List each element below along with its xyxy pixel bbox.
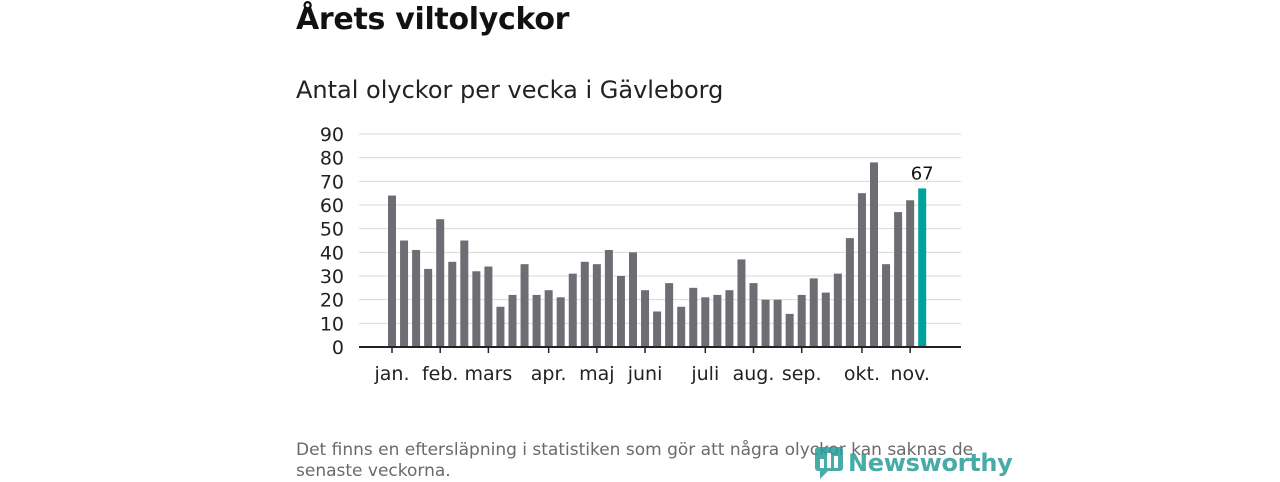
bar	[749, 283, 758, 347]
chart-subtitle: Antal olyckor per vecka i Gävleborg	[296, 76, 724, 104]
bar	[857, 193, 866, 347]
bar	[894, 212, 903, 347]
bar	[882, 264, 891, 347]
bar	[436, 219, 445, 347]
x-tick-label: maj	[579, 363, 614, 385]
x-tick-label: sep.	[782, 363, 822, 385]
bar	[773, 299, 782, 347]
bar	[653, 311, 662, 347]
y-tick-label: 40	[320, 242, 344, 264]
x-tick-label: juli	[690, 363, 719, 385]
y-tick-label: 90	[320, 124, 344, 146]
bar	[460, 240, 469, 347]
x-tick-label: okt.	[844, 363, 880, 385]
footnote: Det finns en eftersläpning i statistiken…	[296, 440, 974, 481]
bar	[641, 290, 650, 347]
bar	[906, 200, 915, 347]
bar	[580, 261, 589, 347]
bar	[713, 294, 722, 347]
y-tick-label: 80	[320, 148, 344, 170]
x-tick-label: jan.	[373, 363, 409, 385]
bar	[556, 297, 565, 347]
bar	[388, 195, 396, 347]
bar	[496, 306, 505, 347]
x-tick-label: apr.	[531, 363, 567, 385]
y-tick-label: 60	[320, 195, 344, 217]
y-tick-label: 10	[320, 313, 344, 335]
y-tick-label: 50	[320, 219, 344, 241]
bar	[809, 278, 818, 347]
bar	[412, 249, 421, 347]
bar	[833, 273, 842, 347]
x-tick-label: feb.	[422, 363, 458, 385]
y-tick-label: 20	[320, 290, 344, 312]
bar	[424, 268, 433, 347]
bar	[616, 276, 625, 347]
bar	[544, 290, 553, 347]
newsworthy-logo[interactable]: Newsworthy	[814, 446, 1013, 480]
bar	[472, 271, 481, 347]
bar	[532, 294, 541, 347]
y-tick-label: 0	[332, 337, 344, 359]
bar	[677, 306, 686, 347]
newsworthy-logo-text: Newsworthy	[848, 449, 1013, 477]
bar	[701, 297, 710, 347]
y-tick-label: 70	[320, 171, 344, 193]
x-tick-label: juni	[627, 363, 663, 385]
bar	[629, 252, 637, 347]
bar	[797, 294, 806, 347]
bar	[737, 259, 746, 347]
bar	[785, 313, 794, 347]
bar	[520, 264, 529, 347]
bar	[725, 290, 734, 347]
data-labels: 67	[911, 163, 934, 184]
bar	[400, 240, 409, 347]
x-tick-label: mars	[464, 363, 512, 385]
bar	[761, 299, 770, 347]
bar	[689, 287, 698, 347]
bar	[568, 273, 577, 347]
bars	[388, 162, 927, 347]
newsworthy-logo-icon	[815, 447, 843, 479]
bar	[665, 283, 674, 347]
bar	[845, 238, 854, 347]
bar	[484, 266, 493, 347]
x-tick-label: nov.	[890, 363, 929, 385]
y-tick-label: 30	[320, 266, 344, 288]
x-tick-label: aug.	[733, 363, 775, 385]
bar	[448, 261, 457, 347]
x-axis: jan. feb. mars apr. maj juni juli aug. sep. okt. n…	[359, 346, 961, 385]
page-title: Årets viltolyckor	[296, 2, 570, 37]
bar	[604, 249, 613, 347]
bar	[508, 294, 517, 347]
bar-highlight	[918, 188, 927, 347]
bar	[870, 162, 878, 347]
bar	[821, 292, 830, 347]
bar	[592, 264, 601, 347]
data-label: 67	[911, 163, 934, 184]
